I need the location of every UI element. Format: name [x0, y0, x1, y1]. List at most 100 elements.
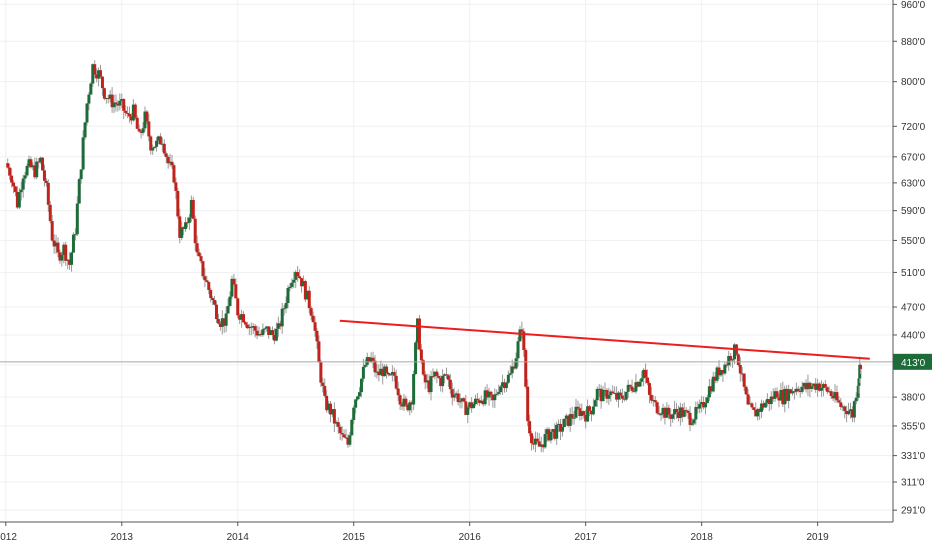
candle-up [141, 128, 145, 133]
candle-down [456, 393, 460, 402]
candle-up [263, 328, 267, 330]
candle-up [858, 364, 862, 379]
candle-up [220, 318, 224, 327]
candle-down [199, 256, 203, 262]
candle-down [41, 157, 45, 171]
candle-up [85, 103, 89, 123]
candle-down [684, 410, 688, 412]
candle-up [118, 101, 122, 106]
candle-down [439, 377, 443, 387]
candle-up [810, 386, 814, 389]
y-tick-label: 380'0 [901, 393, 926, 404]
candle-up [678, 407, 682, 418]
candle-down [6, 163, 10, 168]
y-tick-label: 800'0 [901, 77, 926, 88]
candle-down [259, 333, 263, 336]
candle-down [385, 366, 389, 373]
candle-up [597, 388, 601, 390]
candle-up [692, 419, 696, 424]
candle-up [228, 296, 232, 306]
candle-down [615, 393, 619, 400]
candle-down [13, 186, 17, 192]
candle-down [814, 383, 818, 390]
candle-down [709, 386, 713, 392]
candle-down [300, 278, 304, 287]
candle-down [201, 261, 205, 277]
candle-down [419, 349, 423, 361]
candle-down [344, 437, 348, 439]
candle-up [472, 404, 476, 409]
candle-up [62, 244, 66, 256]
candle-up [70, 252, 74, 265]
candle-up [514, 358, 518, 369]
candle-up [634, 382, 638, 392]
candle-up [700, 402, 704, 405]
candle-up [719, 370, 723, 376]
candle-up [665, 407, 669, 418]
candle-down [686, 410, 690, 413]
candle-down [649, 394, 653, 401]
candle-down [191, 199, 195, 219]
candle-up [806, 382, 810, 390]
candle-up [460, 398, 464, 402]
candle-down [599, 388, 603, 402]
candle-up [593, 400, 597, 407]
candle-up [727, 356, 731, 366]
candle-up [292, 279, 296, 283]
candle-down [216, 319, 220, 324]
candle-up [574, 406, 578, 418]
candle-up [81, 137, 85, 170]
candle-down [211, 298, 215, 301]
candle-up [350, 419, 354, 436]
candle-down [253, 326, 257, 331]
candle-up [468, 402, 472, 408]
candle-down [738, 365, 742, 374]
candle-down [102, 88, 106, 99]
candle-up [429, 376, 433, 393]
candle-up [19, 189, 23, 193]
y-tick-label: 331'0 [901, 451, 926, 462]
candle-down [99, 70, 103, 77]
candle-up [443, 374, 447, 376]
candle-down [775, 391, 779, 398]
candle-up [510, 366, 514, 374]
candle-down [400, 404, 404, 407]
candle-down [172, 165, 176, 183]
candle-up [230, 278, 234, 297]
candle-down [323, 385, 327, 396]
candle-down [33, 165, 37, 178]
x-tick-label: 2017 [575, 532, 598, 543]
candle-up [334, 422, 338, 424]
candle-up [441, 375, 445, 387]
candle-up [779, 389, 783, 401]
y-tick-label: 440'0 [901, 330, 926, 341]
candle-down [798, 390, 802, 392]
candle-down [622, 398, 626, 400]
candle-up [816, 383, 820, 390]
candle-down [234, 284, 238, 299]
candle-down [29, 159, 33, 168]
candle-up [827, 391, 831, 393]
candle-up [433, 371, 437, 377]
candle-down [839, 402, 843, 408]
candle-down [336, 422, 340, 427]
candle-up [857, 378, 861, 386]
candle-up [414, 342, 418, 374]
candle-up [224, 313, 228, 326]
candle-up [847, 411, 851, 415]
candle-down [95, 74, 99, 79]
candle-down [744, 386, 748, 395]
candle-up [516, 341, 520, 359]
candle-up [852, 401, 856, 418]
current-price-label: 413'0 [901, 358, 926, 369]
candle-up [499, 386, 503, 393]
candle-down [145, 111, 149, 122]
candle-up [682, 410, 686, 417]
candle-up [819, 388, 823, 391]
candle-down [435, 371, 439, 376]
candle-up [330, 409, 334, 415]
candle-down [309, 308, 313, 316]
candle-down [526, 386, 530, 422]
resistance-trendline[interactable] [339, 319, 870, 360]
